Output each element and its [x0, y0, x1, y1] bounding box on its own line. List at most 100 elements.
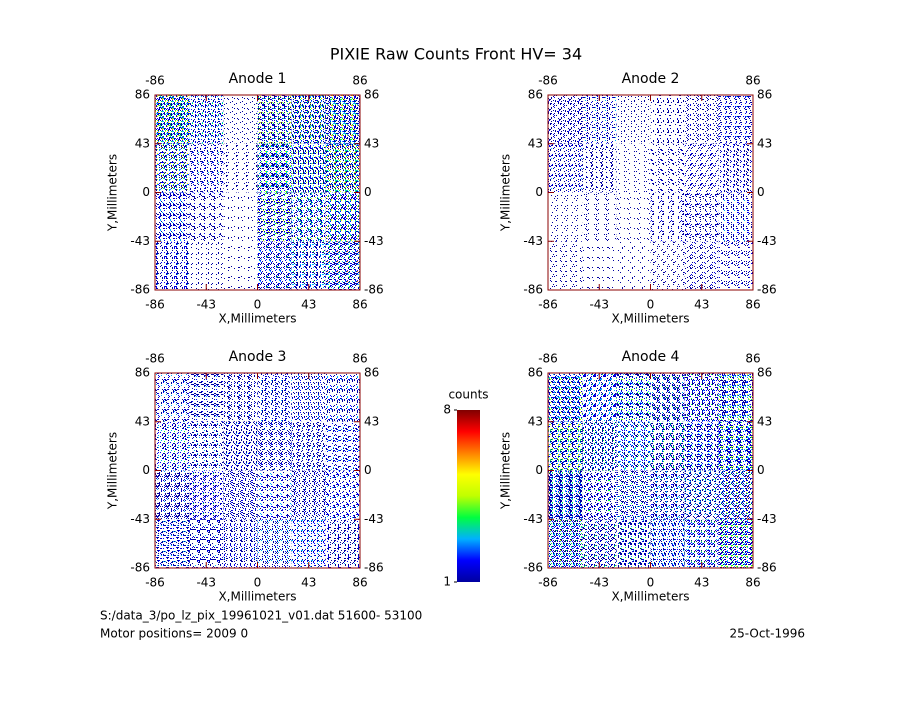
heat-cell — [155, 192, 190, 242]
heat-cell — [325, 470, 360, 520]
y-tick-label: 86 — [528, 366, 543, 380]
heat-cell — [684, 421, 719, 471]
heat-cell — [650, 95, 685, 144]
heat-cell — [616, 241, 651, 290]
heat-cell — [718, 95, 753, 144]
heat-cell — [223, 373, 258, 422]
heat-cell — [223, 519, 258, 568]
heat-cell — [684, 241, 719, 290]
heat-cell — [155, 95, 190, 144]
heat-cell — [189, 421, 224, 471]
heat-cell — [291, 241, 326, 290]
heat-cell — [582, 241, 617, 290]
heat-cell — [718, 192, 753, 242]
x-tick-label: -43 — [589, 298, 609, 312]
heat-cell — [650, 192, 685, 242]
heat-cell — [650, 470, 685, 520]
heat-cell — [189, 470, 224, 520]
panel-title: Anode 1 — [229, 71, 287, 87]
y-tick-label-right: -43 — [364, 234, 384, 248]
y-tick-label: 43 — [528, 414, 543, 428]
y-tick-label-right: 43 — [364, 414, 379, 428]
y-tick-label: -86 — [130, 561, 150, 575]
y-tick-label-right: -86 — [757, 561, 777, 575]
y-axis-label: Y,Millimeters — [499, 432, 513, 510]
x-tick-label: -43 — [196, 576, 216, 590]
date-note: 25-Oct-1996 — [729, 627, 805, 641]
heat-cell — [223, 421, 258, 471]
heat-cell — [291, 373, 326, 422]
y-axis-label: Y,Millimeters — [499, 154, 513, 232]
heat-cell — [616, 519, 651, 568]
x-tick-label: 86 — [745, 298, 760, 312]
heat-cell — [650, 519, 685, 568]
motor-note: Motor positions= 2009 0 — [100, 627, 248, 641]
colorbar-tick-label: 1 — [443, 575, 451, 589]
heat-cell — [718, 470, 753, 520]
heat-cell — [257, 470, 292, 520]
heat-cell — [582, 143, 617, 193]
panel-title: Anode 2 — [622, 71, 680, 87]
heat-cell — [548, 241, 583, 290]
heat-cell — [223, 192, 258, 242]
x-tick-label: 86 — [745, 576, 760, 590]
y-tick-label-right: -86 — [757, 283, 777, 297]
x-top-label: -86 — [145, 74, 165, 88]
heat-cell — [257, 143, 292, 193]
x-tick-label: -43 — [196, 298, 216, 312]
heat-cell — [257, 241, 292, 290]
heat-cell — [616, 470, 651, 520]
heat-cell — [155, 241, 190, 290]
heat-cell — [548, 421, 583, 471]
y-tick-label-right: -43 — [364, 512, 384, 526]
heat-cell — [650, 241, 685, 290]
heat-cell — [257, 421, 292, 471]
x-tick-label: 0 — [254, 576, 262, 590]
x-tick-label: 43 — [694, 298, 709, 312]
heat-cell — [189, 241, 224, 290]
heat-cell — [189, 519, 224, 568]
y-axis-label: Y,Millimeters — [106, 154, 120, 232]
heat-cell — [325, 143, 360, 193]
heat-cell — [582, 192, 617, 242]
y-tick-label: -86 — [523, 283, 543, 297]
y-tick-label: -43 — [130, 234, 150, 248]
x-top-label: -86 — [538, 352, 558, 366]
x-tick-label: -86 — [145, 298, 165, 312]
heat-cell — [616, 192, 651, 242]
heat-cell — [155, 421, 190, 471]
heat-cell — [548, 470, 583, 520]
y-axis-label: Y,Millimeters — [106, 432, 120, 510]
y-tick-label-right: 86 — [757, 88, 772, 102]
heat-cell — [582, 470, 617, 520]
heat-cell — [189, 143, 224, 193]
y-tick-label: 0 — [142, 463, 150, 477]
heat-cell — [189, 95, 224, 144]
y-tick-label-right: -43 — [757, 234, 777, 248]
x-top-label: 86 — [745, 352, 760, 366]
y-tick-label: -43 — [130, 512, 150, 526]
x-tick-label: 43 — [694, 576, 709, 590]
x-axis-label: X,Millimeters — [218, 590, 296, 604]
heat-cell — [155, 519, 190, 568]
x-tick-label: -86 — [538, 298, 558, 312]
colorbar-tick-label: 8 — [443, 403, 451, 417]
heat-cell — [325, 241, 360, 290]
x-tick-label: 0 — [647, 576, 655, 590]
heat-cell — [325, 373, 360, 422]
y-tick-label: 43 — [135, 414, 150, 428]
x-tick-label: 86 — [352, 576, 367, 590]
heat-cell — [548, 192, 583, 242]
heat-cell — [257, 95, 292, 144]
heat-cell — [291, 143, 326, 193]
y-tick-label-right: -86 — [364, 283, 384, 297]
y-tick-label: -86 — [130, 283, 150, 297]
colorbar-label: counts — [448, 388, 488, 402]
heat-cell — [650, 421, 685, 471]
heat-cell — [684, 470, 719, 520]
x-tick-label: -86 — [538, 576, 558, 590]
heat-cell — [325, 95, 360, 144]
x-axis-label: X,Millimeters — [218, 312, 296, 326]
heat-cell — [325, 192, 360, 242]
file-note: S:/data_3/po_lz_pix_19961021_v01.dat 516… — [100, 609, 422, 623]
